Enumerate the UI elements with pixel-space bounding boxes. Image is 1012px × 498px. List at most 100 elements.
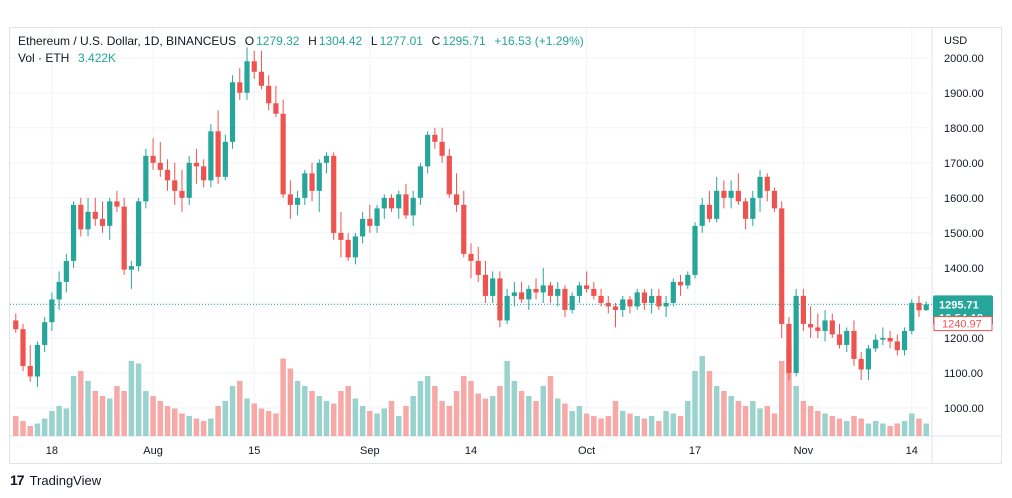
x-tick-label: 17 [689, 445, 701, 457]
volume-bar [865, 423, 872, 436]
volume-bar [78, 371, 84, 436]
candle-body [786, 323, 792, 373]
volume-bar [656, 421, 662, 436]
candle-body [584, 285, 590, 289]
candle-body [742, 201, 749, 219]
candle-body [360, 218, 366, 237]
candle-body [612, 306, 619, 310]
volume-bar [489, 396, 496, 436]
volume-bar [417, 381, 424, 436]
volume-bar [208, 418, 214, 436]
volume-label: Vol · ETH [18, 51, 70, 65]
candle-body [829, 320, 835, 335]
volume-bar [685, 401, 691, 436]
candle-body [649, 295, 655, 303]
volume-bar [648, 416, 655, 436]
candle-body [244, 61, 250, 93]
volume-bar [851, 416, 857, 436]
volume-bar [721, 391, 727, 436]
candle-body [533, 288, 539, 293]
candle-body [367, 218, 373, 226]
candle-body [193, 162, 200, 167]
volume-bar [764, 406, 770, 436]
candle-body [490, 278, 496, 296]
volume-bar [750, 401, 756, 436]
volume-bar [663, 411, 669, 436]
volume-bar [403, 406, 409, 436]
candle-body [569, 295, 575, 310]
candle-body [497, 278, 503, 321]
candle-body [822, 320, 828, 331]
low-value: 1277.01 [379, 34, 423, 48]
candle-body [417, 166, 424, 198]
candle-body [504, 295, 510, 321]
volume-bar [634, 416, 640, 436]
volume-bar [829, 416, 836, 436]
volume-bar [106, 398, 113, 436]
candle-body [677, 281, 684, 286]
candle-body [526, 288, 532, 300]
candle-body [764, 176, 770, 191]
high-value: 1304.42 [318, 34, 363, 48]
volume-bar [143, 391, 149, 436]
volume-bar [511, 381, 518, 436]
volume-value: 3.422K [78, 51, 117, 65]
volume-bar [222, 401, 229, 436]
tradingview-attribution[interactable]: 17 TradingView [10, 472, 101, 488]
volume-bar [432, 386, 438, 436]
candle-body [793, 295, 799, 373]
candle-body [634, 292, 640, 307]
candle-body [576, 285, 582, 296]
candle-body [641, 292, 648, 303]
candle-body [172, 180, 178, 191]
candle-body [258, 71, 265, 86]
volume-bar [63, 408, 70, 436]
candle-body [562, 288, 568, 310]
candle-body [887, 337, 893, 342]
volume-bar [237, 381, 243, 436]
candle-body [34, 344, 41, 377]
candle-body [266, 85, 272, 104]
volume-bar [164, 406, 171, 436]
symbol-label[interactable]: Ethereum / U.S. Dollar, 1D, BINANCEUS [18, 34, 237, 48]
candle-body [403, 194, 409, 216]
volume-bar [706, 371, 713, 436]
brand-name: TradingView [29, 472, 102, 488]
candle-body [511, 292, 517, 296]
candle-body [894, 341, 900, 351]
volume-bar [265, 411, 272, 436]
candle-body [901, 330, 908, 351]
high-label: H [308, 34, 317, 48]
volume-bar [786, 346, 792, 436]
candle-body [461, 204, 467, 254]
volume-bar [497, 386, 503, 436]
y-tick-label: 1600.00 [944, 193, 984, 205]
volume-bar [258, 408, 265, 436]
candle-body [627, 299, 633, 307]
close-label: C [431, 34, 441, 48]
candle-body [150, 155, 156, 163]
volume-bar [641, 418, 648, 436]
volume-bar [323, 401, 330, 436]
candle-body [49, 299, 55, 323]
candle-body [706, 204, 713, 219]
volume-bar [807, 406, 814, 436]
volume-bar [150, 396, 156, 436]
x-tick-label: 14 [906, 445, 918, 457]
volume-bar [367, 411, 373, 436]
volume-bar [388, 401, 395, 436]
candle-body [909, 302, 915, 331]
price-chart[interactable]: USD1000.001100.001200.001300.001400.0015… [10, 28, 1002, 464]
volume-bar [49, 411, 55, 436]
volume-bar [114, 386, 120, 436]
candle-body [128, 266, 134, 270]
volume-bar [410, 396, 416, 436]
volume-bar [757, 408, 763, 436]
candle-body [800, 295, 806, 324]
candle-body [605, 302, 611, 307]
candle-body [331, 155, 337, 233]
volume-bar [482, 398, 489, 436]
candle-body [273, 103, 279, 114]
candle-body [439, 141, 445, 156]
volume-bar [598, 418, 604, 436]
